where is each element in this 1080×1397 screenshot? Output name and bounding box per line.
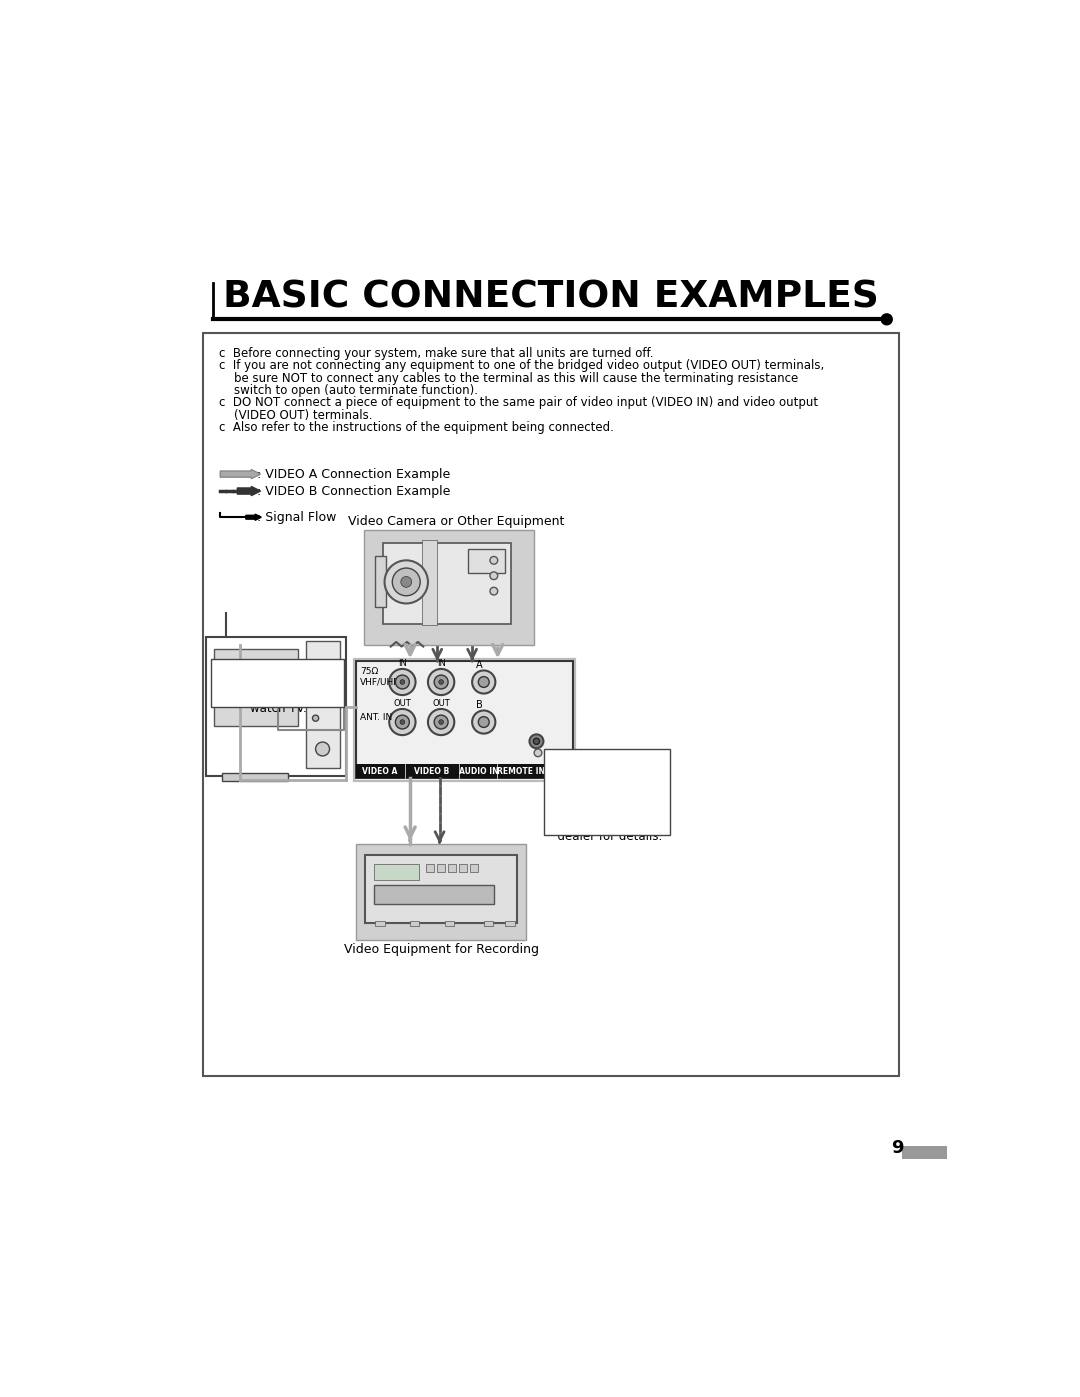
Circle shape — [434, 675, 448, 689]
Bar — [448, 865, 456, 872]
Bar — [354, 659, 576, 781]
FancyArrow shape — [246, 514, 261, 520]
Circle shape — [438, 719, 444, 725]
Circle shape — [472, 711, 496, 733]
Text: BASIC CONNECTION EXAMPLES: BASIC CONNECTION EXAMPLES — [222, 279, 878, 316]
Bar — [544, 749, 670, 835]
Bar — [422, 541, 437, 624]
Text: 75Ω
VHF/UHF: 75Ω VHF/UHF — [360, 666, 400, 687]
Text: 9: 9 — [891, 1139, 904, 1157]
Text: (VIDEO OUT) terminals.: (VIDEO OUT) terminals. — [218, 409, 373, 422]
Text: VIDEO A: VIDEO A — [362, 767, 397, 775]
Bar — [206, 637, 346, 775]
Circle shape — [438, 680, 444, 685]
Bar — [459, 865, 467, 872]
Bar — [211, 659, 345, 707]
Text: c  Also refer to the instructions of the equipment being connected.: c Also refer to the instructions of the … — [218, 420, 613, 434]
Text: Video Equipment for Recording: Video Equipment for Recording — [343, 943, 539, 956]
Text: : VIDEO A Connection Example: : VIDEO A Connection Example — [257, 468, 450, 481]
Circle shape — [312, 700, 319, 705]
Circle shape — [535, 749, 542, 757]
Text: : Signal Flow: : Signal Flow — [257, 511, 337, 524]
Circle shape — [478, 676, 489, 687]
Text: VIDEO B: VIDEO B — [415, 767, 449, 775]
Text: A: A — [476, 659, 483, 669]
Text: c  DO NOT connect a piece of equipment to the same pair of video input (VIDEO IN: c DO NOT connect a piece of equipment to… — [218, 397, 818, 409]
Bar — [356, 661, 572, 778]
Text: Connect the TV
antenna cable to
watch TV.: Connect the TV antenna cable to watch TV… — [228, 664, 328, 714]
Circle shape — [392, 569, 420, 595]
Bar — [902, 1146, 947, 1160]
Bar — [221, 773, 287, 781]
Bar — [374, 865, 419, 880]
Circle shape — [490, 556, 498, 564]
Bar — [354, 659, 576, 781]
Circle shape — [400, 719, 405, 725]
Bar — [203, 334, 900, 1076]
Text: OUT: OUT — [432, 698, 450, 708]
Circle shape — [478, 717, 489, 728]
FancyArrow shape — [220, 469, 260, 479]
Circle shape — [395, 715, 409, 729]
Circle shape — [534, 738, 540, 745]
Text: be sure NOT to connect any cables to the terminal as this will cause the termina: be sure NOT to connect any cables to the… — [218, 372, 798, 384]
Text: c  If you are not connecting any equipment to one of the bridged video output (V: c If you are not connecting any equipmen… — [218, 359, 824, 373]
Bar — [356, 764, 572, 778]
Text: switch to open (auto terminate function).: switch to open (auto terminate function)… — [218, 384, 477, 397]
Circle shape — [384, 560, 428, 604]
FancyArrow shape — [238, 486, 260, 496]
Circle shape — [400, 680, 405, 685]
Circle shape — [312, 665, 319, 671]
Circle shape — [472, 671, 496, 693]
Bar — [470, 865, 477, 872]
Circle shape — [312, 715, 319, 721]
Circle shape — [312, 680, 319, 686]
Circle shape — [428, 708, 455, 735]
Bar — [306, 641, 340, 768]
Text: ANT. IN: ANT. IN — [360, 712, 392, 722]
Text: REMOTE IN: REMOTE IN — [497, 767, 545, 775]
Bar — [365, 855, 517, 923]
Text: Video Camera or Other Equipment: Video Camera or Other Equipment — [349, 515, 565, 528]
Circle shape — [315, 742, 329, 756]
Text: IN: IN — [397, 659, 407, 668]
Bar — [214, 648, 298, 726]
Bar — [375, 921, 384, 926]
Circle shape — [389, 708, 416, 735]
Bar — [356, 844, 526, 940]
Text: c  Before connecting your system, make sure that all units are turned off.: c Before connecting your system, make su… — [218, 346, 653, 360]
Circle shape — [395, 675, 409, 689]
Text: : VIDEO B Connection Example: : VIDEO B Connection Example — [257, 485, 450, 497]
Circle shape — [490, 571, 498, 580]
Text: IN: IN — [436, 659, 446, 668]
Bar — [374, 886, 494, 904]
Bar — [469, 549, 505, 573]
Circle shape — [389, 669, 416, 696]
Bar — [383, 543, 511, 624]
Text: A wired remote
control can be
connected.
* Consult your
  dealer for details.: A wired remote control can be connected.… — [551, 753, 663, 842]
Text: B: B — [476, 700, 483, 710]
Circle shape — [401, 577, 411, 587]
Text: OUT: OUT — [393, 698, 411, 708]
Bar — [410, 921, 419, 926]
Bar — [427, 865, 434, 872]
Circle shape — [529, 735, 543, 749]
Bar — [505, 921, 515, 926]
Circle shape — [434, 715, 448, 729]
Bar — [364, 529, 535, 645]
Bar — [445, 921, 455, 926]
Circle shape — [880, 313, 893, 326]
Text: AUDIO IN: AUDIO IN — [459, 767, 498, 775]
Bar — [375, 556, 387, 606]
Bar — [437, 865, 445, 872]
Bar — [484, 921, 494, 926]
Circle shape — [428, 669, 455, 696]
Circle shape — [490, 587, 498, 595]
